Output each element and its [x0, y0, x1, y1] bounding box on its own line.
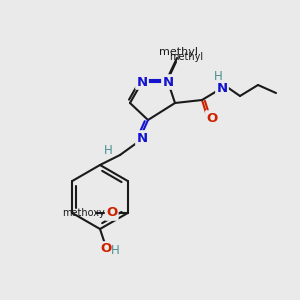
Text: methyl: methyl [160, 47, 199, 57]
Text: H: H [103, 145, 112, 158]
Text: O: O [100, 242, 112, 256]
Text: N: N [162, 76, 174, 88]
Text: methoxy: methoxy [62, 208, 105, 218]
Text: H: H [214, 70, 222, 83]
Text: O: O [106, 206, 117, 220]
Text: H: H [111, 244, 119, 257]
Text: N: N [136, 131, 148, 145]
Text: N: N [136, 76, 148, 88]
Text: N: N [216, 82, 228, 94]
Text: O: O [206, 112, 218, 124]
Text: methyl: methyl [169, 52, 203, 62]
